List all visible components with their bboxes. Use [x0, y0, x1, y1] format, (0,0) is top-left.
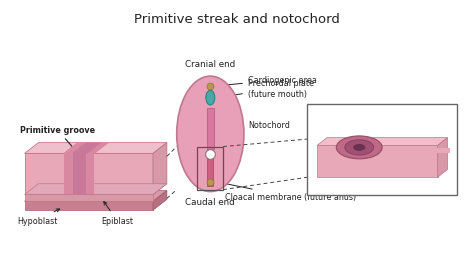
Text: Cranial end: Cranial end [185, 60, 236, 69]
Bar [207, 109, 214, 150]
Bar [64, 154, 94, 195]
Polygon shape [25, 191, 167, 201]
Bar [207, 157, 213, 186]
Text: Prechordal plate
(future mouth): Prechordal plate (future mouth) [220, 79, 314, 99]
Text: Cloacal membrane (future anus): Cloacal membrane (future anus) [220, 182, 356, 202]
Text: Caudal end: Caudal end [185, 198, 235, 207]
Ellipse shape [206, 91, 215, 106]
Polygon shape [25, 195, 153, 201]
Polygon shape [25, 143, 167, 154]
Polygon shape [438, 138, 447, 178]
Text: Primitive groove: Primitive groove [19, 125, 95, 156]
Bar [73, 154, 86, 195]
Polygon shape [25, 201, 153, 210]
Text: Cardiogenic area: Cardiogenic area [220, 76, 317, 87]
Polygon shape [63, 143, 109, 154]
Ellipse shape [345, 140, 374, 155]
Ellipse shape [337, 136, 382, 159]
Text: Primitive streak and notochord: Primitive streak and notochord [134, 12, 340, 25]
Text: Notochord: Notochord [219, 120, 290, 129]
Text: Epiblast: Epiblast [101, 202, 133, 225]
Polygon shape [25, 154, 153, 195]
Bar [307, 105, 457, 196]
Polygon shape [317, 138, 447, 146]
Polygon shape [72, 143, 101, 154]
Polygon shape [317, 146, 438, 178]
Bar [198, 147, 223, 190]
Polygon shape [153, 143, 167, 195]
Bar [383, 148, 450, 153]
Polygon shape [25, 184, 167, 195]
Text: Primitive pit: Primitive pit [365, 109, 438, 140]
Ellipse shape [353, 144, 365, 151]
Text: Primitive node: Primitive node [381, 134, 448, 150]
Text: Hypoblast: Hypoblast [17, 209, 60, 225]
Polygon shape [153, 191, 167, 210]
Text: Epiblast: Epiblast [390, 157, 422, 166]
Ellipse shape [177, 77, 244, 192]
